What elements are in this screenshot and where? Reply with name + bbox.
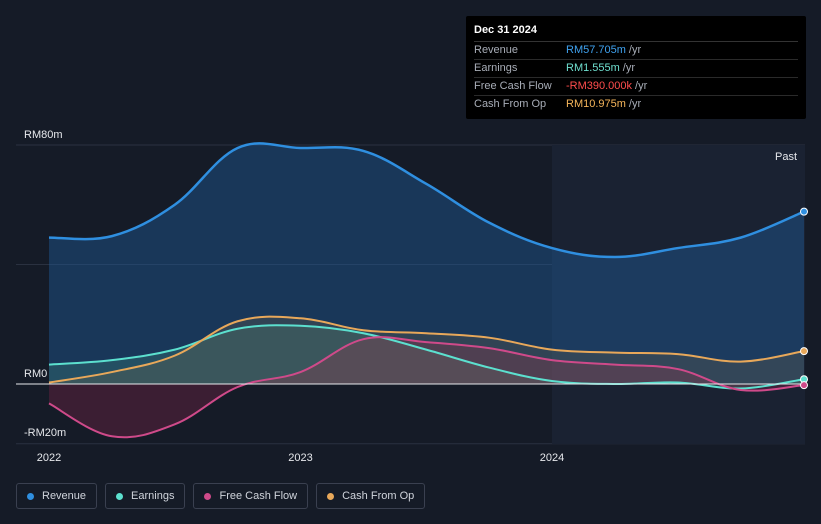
series-areas xyxy=(49,143,804,438)
series-lines xyxy=(48,142,805,439)
tooltip-row: Revenue RM57.705m/yr xyxy=(474,42,798,60)
tooltip-value: -RM390.000k xyxy=(566,80,633,92)
earnings-area xyxy=(49,325,804,389)
tooltip-unit: /yr xyxy=(628,44,642,56)
earnings-line xyxy=(48,324,805,390)
tooltip-row: Free Cash Flow -RM390.000k/yr xyxy=(474,78,798,96)
x-tick-label: 2022 xyxy=(37,452,61,464)
tooltip-value: RM1.555m xyxy=(566,62,620,74)
legend-label: Earnings xyxy=(131,490,175,502)
tooltip-label: Cash From Op xyxy=(474,98,547,110)
tooltip: Dec 31 2024 Revenue RM57.705m/yr Earnings R… xyxy=(466,16,806,119)
tooltip-label: Revenue xyxy=(474,44,519,56)
free-cash-flow-area xyxy=(49,337,804,438)
legend-item-earnings[interactable]: Earnings xyxy=(105,483,186,509)
past-label: Past xyxy=(775,151,797,163)
past-region-bg xyxy=(552,145,805,444)
tooltip-value: RM57.705m xyxy=(566,44,626,56)
cash-from-op-line xyxy=(48,315,805,384)
tooltip-row: Earnings RM1.555m/yr xyxy=(474,60,798,78)
legend-item-free-cash-flow[interactable]: Free Cash Flow xyxy=(193,483,309,509)
y-axis-ticks: RM80m RM0 -RM20m xyxy=(24,129,66,439)
tooltip-label: Free Cash Flow xyxy=(474,80,552,92)
tooltip-rows: Revenue RM57.705m/yr Earnings RM1.555m/yr Fr… xyxy=(474,42,798,113)
legend-dot-icon xyxy=(327,492,335,500)
y-tick-label: RM0 xyxy=(24,368,47,380)
legend: Revenue Earnings Free Cash Flow Cash From O… xyxy=(16,483,426,509)
revenue-area xyxy=(49,143,804,384)
tooltip-label: Earnings xyxy=(474,62,518,74)
x-axis-ticks: 2022 2023 2024 xyxy=(37,452,564,464)
legend-dot-icon xyxy=(204,492,212,500)
series-endpoints xyxy=(800,207,808,390)
tooltip-row: Cash From Op RM10.975m/yr xyxy=(474,96,798,113)
tooltip-unit: /yr xyxy=(635,80,648,92)
tooltip-date: Dec 31 2024 xyxy=(474,24,798,42)
tooltip-unit: /yr xyxy=(628,98,642,110)
x-tick-label: 2024 xyxy=(540,452,564,464)
cash-from-op-endpoint xyxy=(800,347,808,356)
legend-label: Cash From Op xyxy=(342,490,415,502)
revenue-line xyxy=(48,142,805,259)
free-cash-flow-line xyxy=(48,336,805,439)
y-tick-label: -RM20m xyxy=(24,427,66,439)
y-tick-label: RM80m xyxy=(24,129,63,141)
revenue-endpoint xyxy=(800,207,808,216)
legend-item-cash-from-op[interactable]: Cash From Op xyxy=(316,483,426,509)
tooltip-unit: /yr xyxy=(622,62,636,74)
tooltip-value: RM10.975m xyxy=(566,98,626,110)
free-cash-flow-endpoint xyxy=(800,381,808,390)
x-tick-label: 2023 xyxy=(288,452,312,464)
legend-label: Revenue xyxy=(42,490,87,502)
legend-dot-icon xyxy=(116,492,124,500)
legend-dot-icon xyxy=(27,492,34,500)
legend-label: Free Cash Flow xyxy=(219,490,298,502)
legend-item-revenue[interactable]: Revenue xyxy=(16,483,98,509)
past-region xyxy=(552,145,805,444)
